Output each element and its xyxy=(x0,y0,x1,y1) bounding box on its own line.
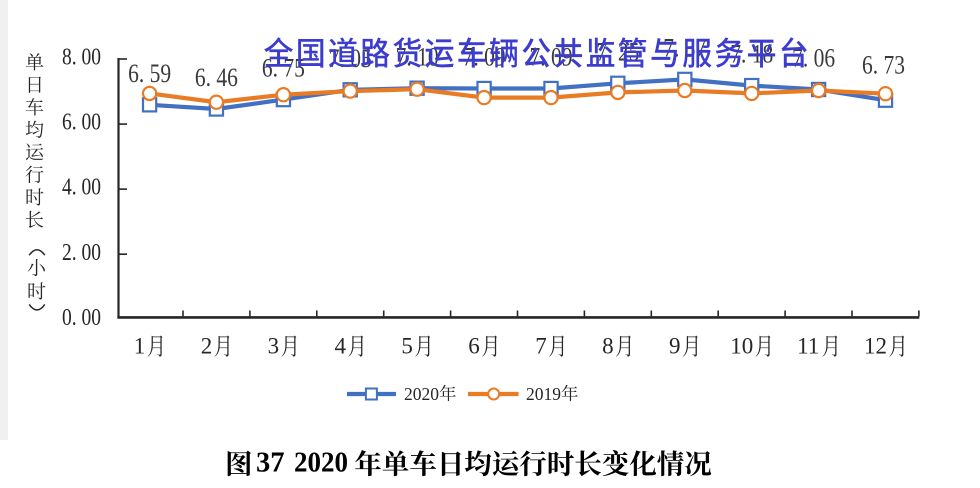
svg-text:7. 09: 7. 09 xyxy=(463,43,506,72)
svg-text:7: 7 xyxy=(535,333,547,358)
svg-text:37: 37 xyxy=(256,448,285,479)
svg-text:5: 5 xyxy=(401,333,413,358)
svg-text:6. 59: 6. 59 xyxy=(128,59,171,88)
svg-text:12: 12 xyxy=(864,333,887,358)
svg-text:6: 6 xyxy=(468,333,480,358)
svg-text:8. 00: 8. 00 xyxy=(62,45,101,71)
svg-text:8: 8 xyxy=(602,333,614,358)
svg-text:6. 00: 6. 00 xyxy=(62,110,101,136)
svg-text:6. 73: 6. 73 xyxy=(862,50,905,79)
svg-text:11: 11 xyxy=(797,333,819,358)
svg-text:9: 9 xyxy=(669,333,681,358)
svg-text:6. 46: 6. 46 xyxy=(195,63,238,92)
svg-text:2019: 2019 xyxy=(526,384,561,404)
svg-text:2. 00: 2. 00 xyxy=(62,240,101,266)
svg-text:2020: 2020 xyxy=(294,448,348,479)
svg-text:4. 00: 4. 00 xyxy=(62,175,101,201)
svg-text:10: 10 xyxy=(730,333,753,358)
svg-text:2: 2 xyxy=(201,333,213,358)
svg-text:0. 00: 0. 00 xyxy=(62,305,101,331)
svg-text:4: 4 xyxy=(335,333,347,358)
svg-text:3: 3 xyxy=(268,333,280,358)
svg-text:2020: 2020 xyxy=(404,384,439,404)
svg-text:1: 1 xyxy=(134,333,146,358)
